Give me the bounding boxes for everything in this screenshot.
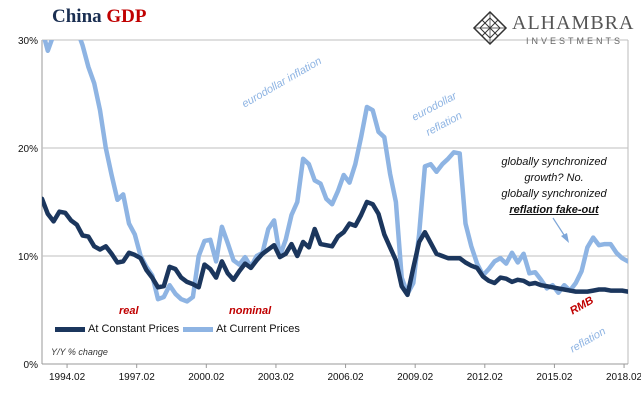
brand-name: ALHAMBRA xyxy=(512,12,635,34)
x-tick-label: 2003.02 xyxy=(258,372,295,383)
series-line-current-prices xyxy=(42,40,628,304)
legend: At Constant Prices At Current Prices xyxy=(55,323,304,335)
y-tick-label: 0% xyxy=(24,360,39,371)
series-lines xyxy=(42,40,628,304)
legend-swatch-current xyxy=(183,326,214,332)
annotation-sync-line2: growth? No. xyxy=(524,172,584,184)
brand-subtitle: INVESTMENTS xyxy=(526,36,624,46)
annotation-nominal: nominal xyxy=(229,305,272,317)
y-tick-label: 20% xyxy=(18,144,38,155)
annotation-sync-block: globally synchronized growth? No. global… xyxy=(484,154,624,218)
chart-title: China GDP xyxy=(52,6,147,28)
chart-title-prefix: China xyxy=(52,6,102,27)
legend-item-current: At Current Prices xyxy=(183,323,300,335)
x-tick-label: 2018.02 xyxy=(606,372,641,383)
y-tick-label: 30% xyxy=(18,36,38,47)
units-note: Y/Y % change xyxy=(51,347,108,357)
annotation-sync-line1: globally synchronized xyxy=(501,156,607,168)
series-line-constant-prices xyxy=(42,196,628,298)
chart-title-highlight: GDP xyxy=(106,6,147,27)
x-tick-labels: 1994.02 1997.02 2000.02 2003.02 2006.02 2009.… xyxy=(49,372,641,383)
x-tick-label: 1994.02 xyxy=(49,372,86,383)
annotation-real: real xyxy=(119,305,139,317)
legend-item-constant: At Constant Prices xyxy=(55,323,179,335)
annotation-arrow xyxy=(552,217,569,243)
annotation-sync-line3: globally synchronized xyxy=(501,188,607,200)
legend-label-current: At Current Prices xyxy=(216,323,300,335)
x-tick-label: 2012.02 xyxy=(467,372,504,383)
brand-logo: ALHAMBRA INVESTMENTS xyxy=(470,10,640,50)
legend-swatch-constant xyxy=(55,326,85,332)
x-tick-label: 2006.02 xyxy=(327,372,364,383)
y-tick-label: 10% xyxy=(18,252,38,263)
x-tick-label: 2000.02 xyxy=(188,372,225,383)
diamond-lattice-icon xyxy=(472,10,508,46)
x-tick-label: 2015.02 xyxy=(536,372,573,383)
x-tick-label: 1997.02 xyxy=(119,372,156,383)
annotation-sync-line4: reflation fake-out xyxy=(509,204,599,216)
y-tick-labels: 0% 10% 20% 30% xyxy=(18,36,38,371)
x-tick-label: 2009.02 xyxy=(397,372,434,383)
legend-label-constant: At Constant Prices xyxy=(88,323,180,335)
